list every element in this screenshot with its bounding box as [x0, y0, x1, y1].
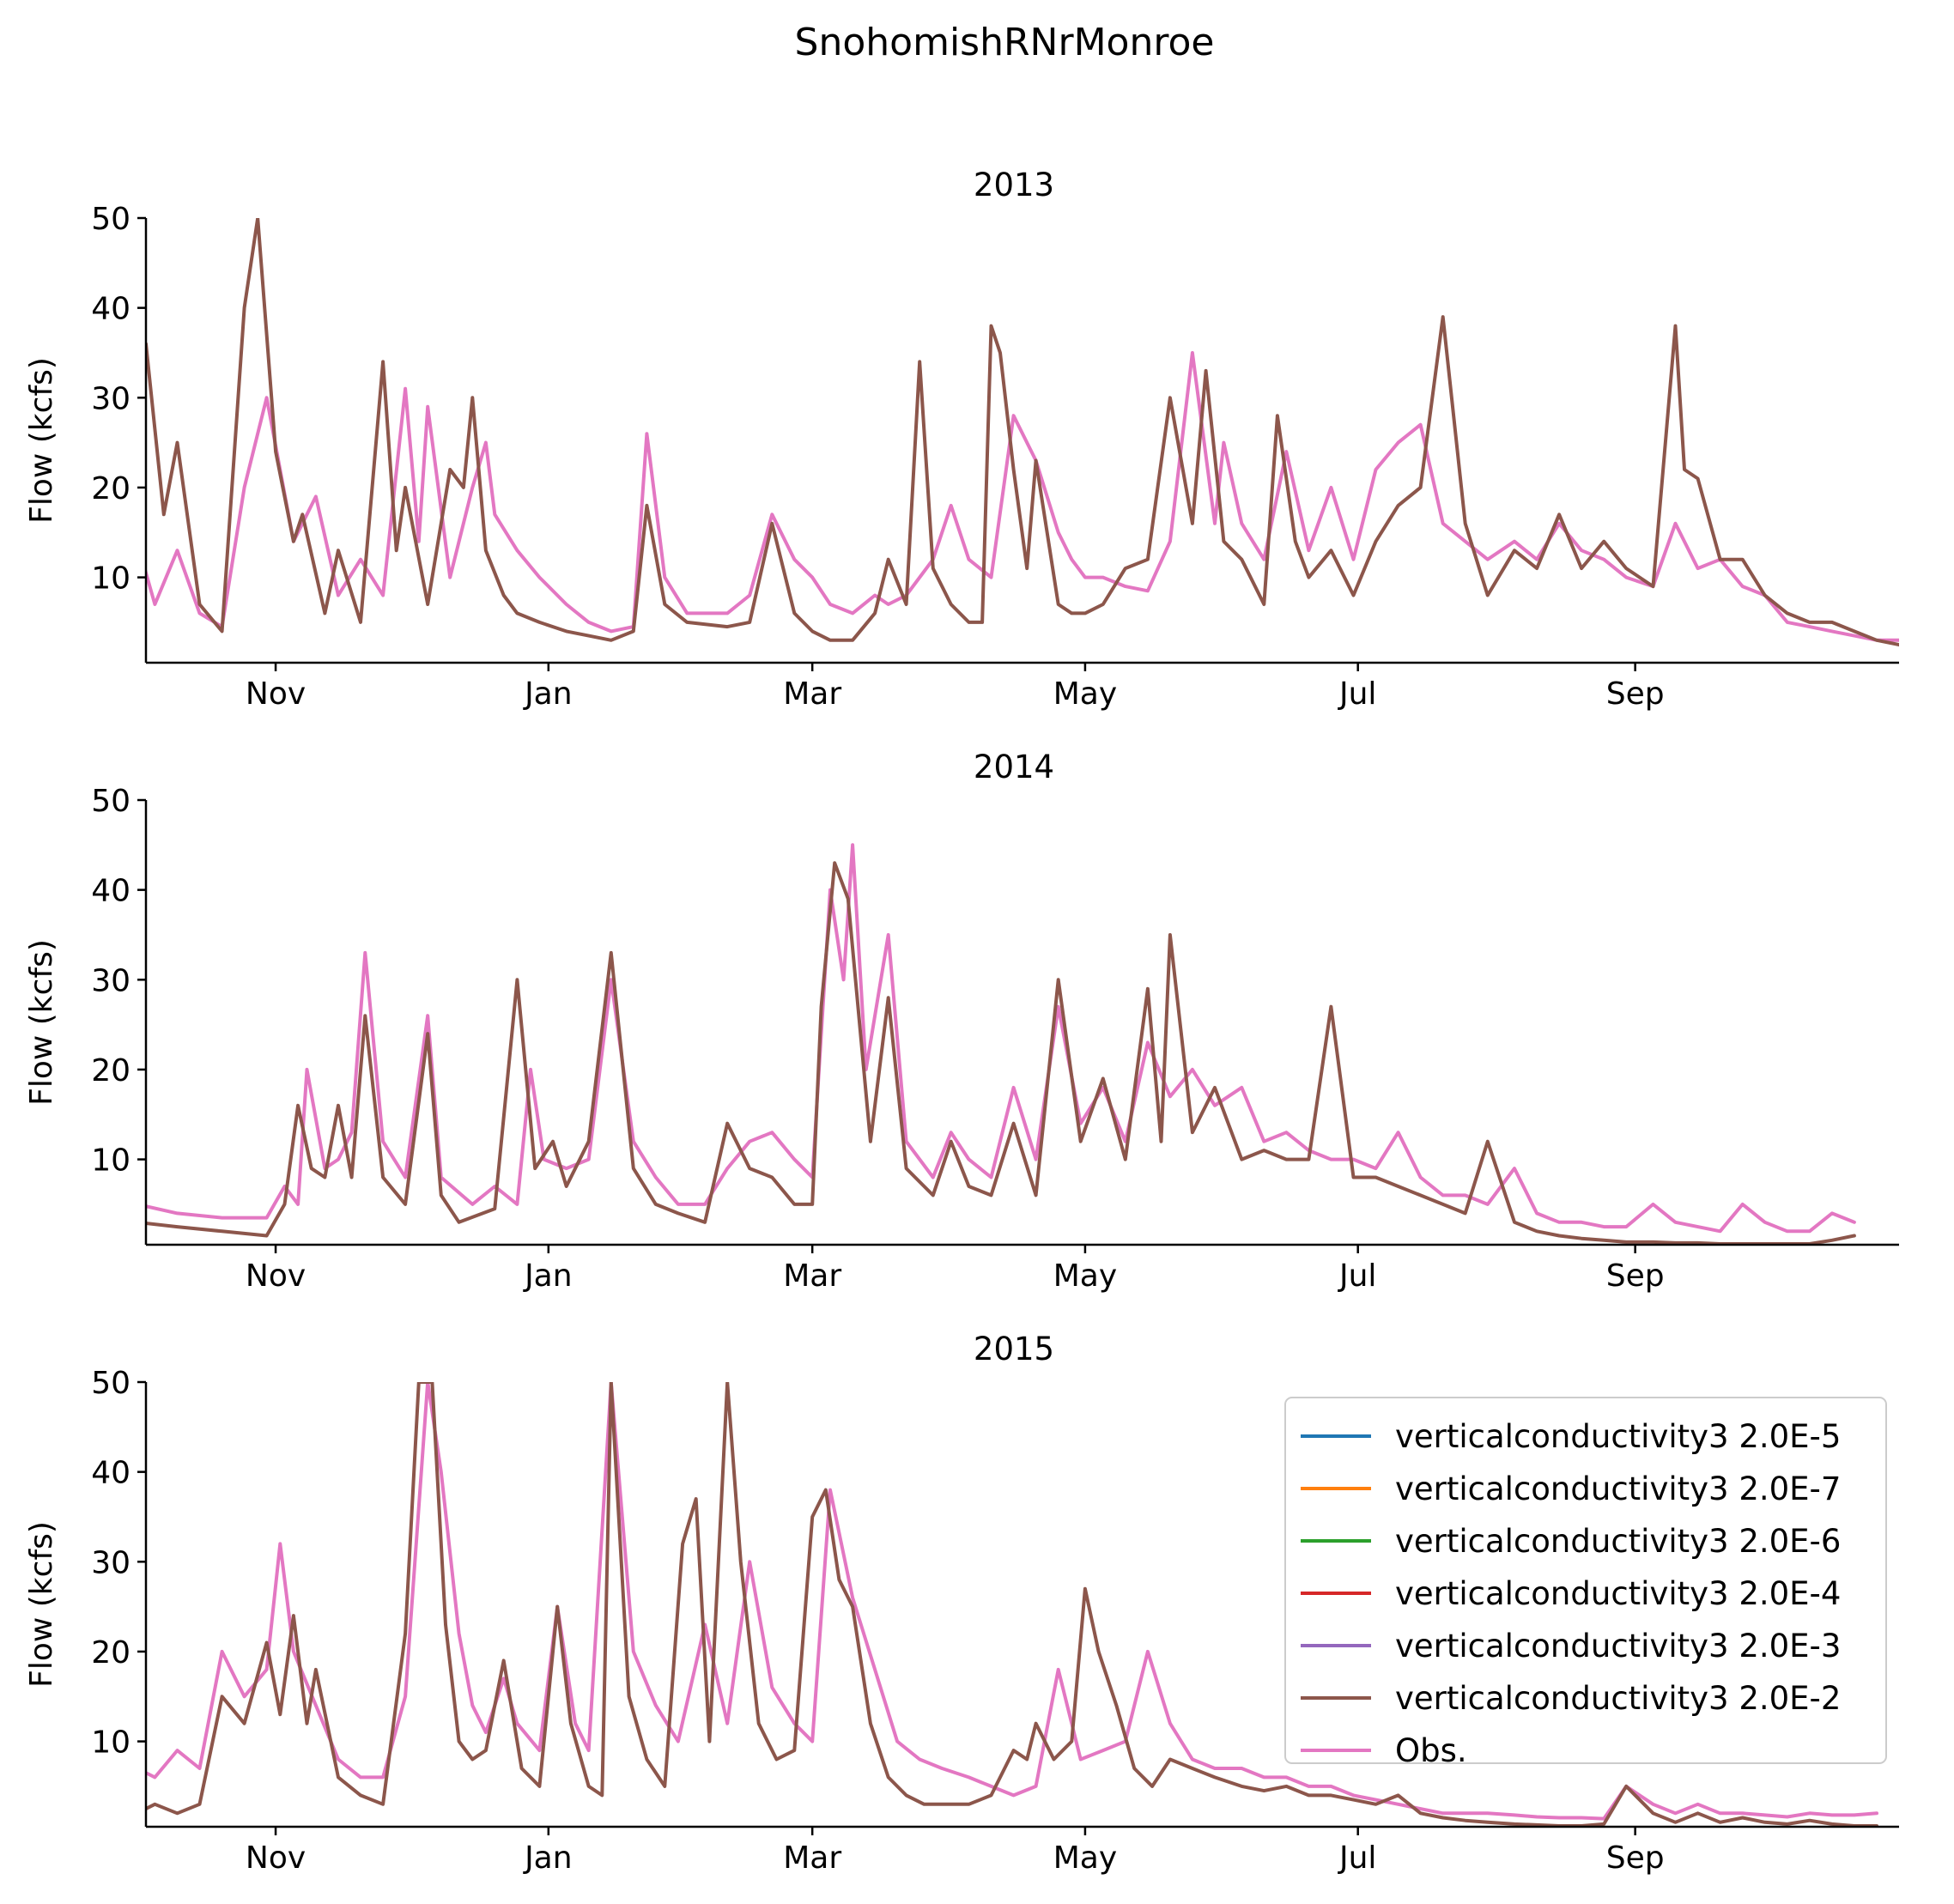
y-tick-label: 30	[91, 381, 130, 416]
x-tick-label: Jul	[1338, 676, 1376, 712]
legend: verticalconductivity3 2.0E-5 verticalcond…	[1284, 1397, 1887, 1769]
legend-label: verticalconductivity3 2.0E-6	[1395, 1523, 1841, 1560]
y-axis-label: Flow (kcfs)	[24, 939, 59, 1106]
x-tick-label: Sep	[1606, 1258, 1665, 1294]
series-line-obs	[146, 1382, 1878, 1821]
legend-label: verticalconductivity3 2.0E-5	[1395, 1418, 1841, 1455]
x-tick-label: Jan	[523, 676, 573, 712]
x-tick-label: Sep	[1606, 676, 1665, 712]
x-tick-label: May	[1053, 676, 1117, 712]
series-line-obs	[146, 843, 1856, 1234]
x-tick-label: Jan	[523, 1840, 573, 1876]
series-group	[146, 843, 1856, 1245]
y-tick-label: 10	[91, 1143, 130, 1179]
x-tick-label: Nov	[246, 1840, 306, 1876]
y-tick-label: 40	[91, 292, 130, 327]
y-tick-label: 10	[91, 1725, 130, 1761]
x-tick-label: Mar	[783, 1258, 841, 1294]
y-tick-label: 20	[91, 471, 130, 506]
series-line-vc_2e2	[146, 218, 1899, 647]
y-tick-label: 30	[91, 1545, 130, 1580]
panel-2015: 2015 Flow (kcfs) 10 20 30 40 50 Nov Jan Mar May Jul…	[24, 1331, 1899, 1876]
legend-label: verticalconductivity3 2.0E-4	[1395, 1575, 1841, 1612]
series-group	[146, 1382, 1878, 1827]
panel-title: 2014	[974, 749, 1054, 785]
panel-title: 2013	[974, 167, 1054, 203]
y-tick-label: 20	[91, 1635, 130, 1671]
y-axis-label: Flow (kcfs)	[24, 357, 59, 524]
series-line-vc_2e2	[146, 1382, 1878, 1827]
x-tick-label: Jul	[1338, 1840, 1376, 1876]
panel-title: 2015	[974, 1331, 1054, 1367]
x-tick-label: Jan	[523, 1258, 573, 1294]
y-tick-label: 50	[91, 202, 130, 237]
y-tick-label: 30	[91, 963, 130, 998]
y-tick-label: 10	[91, 561, 130, 597]
legend-label: verticalconductivity3 2.0E-7	[1395, 1470, 1841, 1507]
panel-2013: 2013 Flow (kcfs) 10 20 30 40 50 Nov Jan Mar May Jul…	[24, 167, 1899, 712]
x-tick-label: May	[1053, 1258, 1117, 1294]
legend-label: verticalconductivity3 2.0E-2	[1395, 1680, 1841, 1717]
legend-frame	[1284, 1397, 1887, 1764]
y-tick-label: 50	[91, 784, 130, 819]
y-axis-label: Flow (kcfs)	[24, 1521, 59, 1688]
y-tick-label: 50	[91, 1366, 130, 1401]
series-line-vc_2e2	[146, 861, 1856, 1245]
x-tick-label: Jul	[1338, 1258, 1376, 1294]
panels: 2013 Flow (kcfs) 10 20 30 40 50 Nov Jan Mar May Jul…	[24, 167, 1899, 1876]
legend-label: Obs.	[1395, 1732, 1467, 1769]
x-tick-label: Sep	[1606, 1840, 1665, 1876]
x-tick-label: Mar	[783, 1840, 841, 1876]
y-tick-label: 40	[91, 874, 130, 909]
x-tick-label: Nov	[246, 676, 306, 712]
y-tick-label: 20	[91, 1053, 130, 1088]
figure-title: SnohomishRNrMonroe	[795, 21, 1215, 64]
x-tick-label: May	[1053, 1840, 1117, 1876]
x-tick-label: Nov	[246, 1258, 306, 1294]
legend-label: verticalconductivity3 2.0E-3	[1395, 1628, 1841, 1664]
y-tick-label: 40	[91, 1456, 130, 1491]
series-group	[146, 218, 1899, 647]
panel-2014: 2014 Flow (kcfs) 10 20 30 40 50 Nov Jan Mar May Jul…	[24, 749, 1899, 1294]
x-tick-label: Mar	[783, 676, 841, 712]
